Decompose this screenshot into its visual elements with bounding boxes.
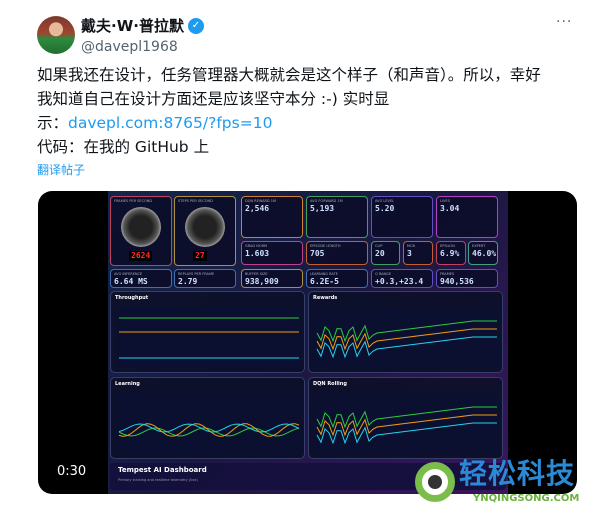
- watermark-subtext: YNQINGSONG.COM: [473, 493, 580, 504]
- metric-tile: MCB 3: [403, 241, 433, 265]
- metric-tile: Frames 940,536: [436, 269, 498, 288]
- metric-label: Grad Norm: [245, 244, 268, 248]
- metric-tile: Avg Level 5.20: [371, 196, 433, 238]
- chart-panel: Throughput: [110, 291, 305, 373]
- chart-series-line: [316, 414, 497, 437]
- chart-series-line: [118, 423, 300, 433]
- dashboard-title: Tempest AI Dashboard: [118, 466, 207, 474]
- metric-tile: Clip 20: [371, 241, 400, 265]
- dashboard-link[interactable]: davepl.com:8765/?fps=10: [68, 114, 273, 132]
- chart-series-line: [316, 406, 497, 429]
- metric-tile: Q Range +0.3,+23.4: [371, 269, 433, 288]
- chart-panel: DQN Rolling: [308, 377, 503, 459]
- metric-tile: Buffer size 938,909: [241, 269, 303, 288]
- gauge-dial: [185, 207, 225, 247]
- chart-title: Rewards: [313, 295, 338, 301]
- watermark: 轻松科技 YNQINGSONG.COM: [413, 458, 600, 506]
- metric-label: Learning rate: [310, 272, 338, 276]
- chart-series-line: [316, 336, 497, 359]
- metric-value: 705: [310, 248, 325, 258]
- metric-label: MCB: [407, 244, 415, 248]
- metric-tile: Learning rate 6.2E-5: [306, 269, 368, 288]
- metric-tile: Avg Inference 6.64 MS: [110, 269, 172, 288]
- chart-series-line: [316, 328, 497, 351]
- metric-value: 2.79: [178, 276, 198, 286]
- gauge-label: Steps per second: [178, 199, 213, 203]
- metric-value: +0.3,+23.4: [375, 276, 424, 286]
- tweet-line: 如果我还在设计，任务管理器大概就会是这个样子（和声音）。所以，幸好: [37, 66, 541, 84]
- gauge-value: 2624: [129, 251, 153, 261]
- metric-tile: Epsilon 6.9%: [436, 241, 466, 265]
- metric-value: 6.64 MS: [114, 276, 148, 286]
- more-options-icon[interactable]: ···: [556, 14, 573, 30]
- metric-value: 1.603: [245, 248, 270, 258]
- metric-value: 6.9%: [440, 248, 460, 258]
- metric-value: 46.0%: [472, 248, 497, 258]
- metric-value: 3.04: [440, 203, 460, 213]
- metric-tile: Avg Forward 1M 5,193: [306, 196, 368, 238]
- dashboard-frame: Tempest AI Dashboard Primary training an…: [108, 191, 508, 494]
- metric-tile: DQN Reward 1M 2,546: [241, 196, 303, 238]
- chart-series-line: [118, 423, 300, 437]
- verified-badge-icon: ✓: [187, 18, 204, 34]
- metric-value: 5.20: [375, 203, 395, 213]
- video-timestamp: 0:30: [57, 464, 87, 479]
- gauge-dial: [121, 207, 161, 247]
- metric-label: Avg Forward 1M: [310, 199, 343, 203]
- tweet-line: 示：: [37, 114, 69, 132]
- metric-tile: Replays per frame 2.79: [174, 269, 236, 288]
- chart-series-line: [316, 422, 497, 445]
- metric-label: Avg Inference: [114, 272, 143, 276]
- metric-label: Epsilon: [440, 244, 455, 248]
- metric-tile: Episode Length 705: [306, 241, 368, 265]
- chart-title: Throughput: [115, 295, 149, 301]
- metric-label: DQN Reward 1M: [245, 199, 276, 203]
- metric-label: Episode Length: [310, 244, 341, 248]
- metric-label: Frames: [440, 272, 455, 276]
- chart-plot: [314, 308, 499, 368]
- dashboard-subtitle: Primary training and realtime telemetry …: [118, 478, 198, 482]
- translate-post-link[interactable]: 翻译帖子: [37, 163, 86, 177]
- metric-value: 2,546: [245, 203, 270, 213]
- gauge-tile: Frames per second 2624: [110, 196, 172, 266]
- video-player[interactable]: Tempest AI Dashboard Primary training an…: [38, 191, 577, 494]
- metric-value: 3: [407, 248, 412, 258]
- metric-tile: Lives 3.04: [436, 196, 498, 238]
- metric-label: Expert: [472, 244, 486, 248]
- tweet-line: 我知道自己在设计方面还是应该坚守本分 :-) 实时显: [37, 90, 390, 108]
- chart-plot: [116, 308, 301, 368]
- chart-panel: Learning: [110, 377, 305, 459]
- watermark-logo-icon: [415, 462, 455, 502]
- metric-value: 5,193: [310, 203, 335, 213]
- metric-label: Avg Level: [375, 199, 395, 203]
- gauge-tile: Steps per second 27: [174, 196, 236, 266]
- tweet-text: 如果我还在设计，任务管理器大概就会是这个样子（和声音）。所以，幸好 我知道自己在…: [37, 63, 567, 159]
- metric-tile: Grad Norm 1.603: [241, 241, 303, 265]
- metric-label: Q Range: [375, 272, 392, 276]
- tweet-line: 代码：在我的 GitHub 上: [37, 138, 210, 156]
- author-handle[interactable]: @davepl1968: [81, 39, 178, 55]
- gauge-value: 27: [193, 251, 207, 261]
- avatar[interactable]: [37, 16, 75, 54]
- metric-label: Buffer size: [245, 272, 268, 276]
- metric-value: 6.2E-5: [310, 276, 339, 286]
- chart-plot: [314, 394, 499, 454]
- metric-tile: Expert 46.0%: [468, 241, 498, 265]
- metric-value: 938,909: [245, 276, 279, 286]
- chart-panel: Rewards: [308, 291, 503, 373]
- metric-label: Clip: [375, 244, 383, 248]
- metric-value: 940,536: [440, 276, 474, 286]
- metric-value: 20: [375, 248, 385, 258]
- watermark-text: 轻松科技: [459, 457, 576, 490]
- gauge-label: Frames per second: [114, 199, 153, 203]
- author-name[interactable]: 戴夫·W·普拉默 ✓: [81, 16, 204, 36]
- chart-plot: [116, 394, 301, 454]
- chart-title: Learning: [115, 381, 140, 387]
- chart-series-line: [316, 320, 497, 343]
- metric-label: Lives: [440, 199, 450, 203]
- metric-label: Replays per frame: [178, 272, 215, 276]
- chart-title: DQN Rolling: [313, 381, 347, 387]
- chart-series-line: [118, 427, 300, 437]
